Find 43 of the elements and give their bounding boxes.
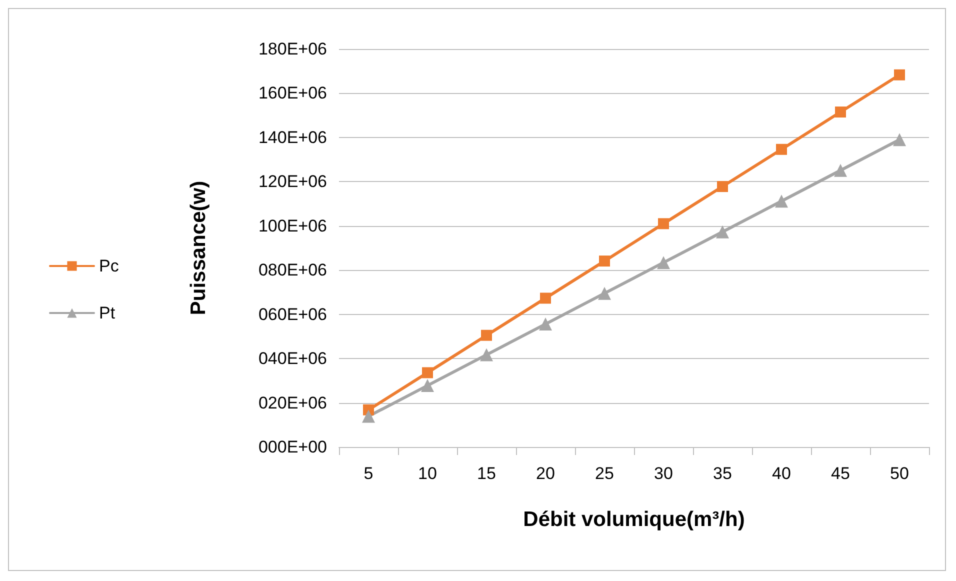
y-tick-label: 180E+06 [258,40,327,58]
point [894,69,905,80]
point [598,286,611,300]
point [776,144,787,155]
point [362,410,375,423]
x-tick-label: 50 [890,464,909,483]
point [421,379,434,392]
x-tick-label: 10 [418,464,437,483]
y-tick-label: 000E+00 [258,438,327,456]
legend-label: Pc [99,256,120,276]
x-tick-label: 25 [595,464,614,483]
point [834,164,847,177]
point [540,292,551,304]
x-axis-title: Débit volumique(m³/h) [523,508,745,531]
point [775,194,788,208]
y-tick-label: 120E+06 [258,172,327,192]
point [657,256,670,270]
x-tick-label: 35 [713,464,732,483]
point [480,348,493,362]
y-axis-title: Puissance(w) [187,180,210,316]
point [716,225,729,238]
point [717,181,728,192]
point [422,367,433,378]
x-tick-label: 15 [477,464,496,483]
point [481,330,492,341]
point [599,256,610,267]
x-tick-label: 30 [654,464,673,483]
x-tick-label: 5 [364,464,374,483]
y-tick-label: 060E+06 [258,304,327,324]
x-tick-label: 40 [772,464,791,483]
y-tick-label: 040E+06 [258,349,327,368]
x-tick-label: 45 [831,464,850,483]
point [539,318,552,331]
y-tick-label: 140E+06 [258,128,327,147]
y-tick-label: 160E+06 [258,84,327,103]
y-tick-label: 100E+06 [258,216,327,236]
legend-label: Pt [99,304,116,322]
y-tick-label: 020E+06 [258,393,327,412]
point [835,106,846,118]
point [893,133,906,146]
y-tick-label: 080E+06 [258,260,327,280]
point [658,218,669,230]
x-tick-label: 20 [536,464,555,483]
